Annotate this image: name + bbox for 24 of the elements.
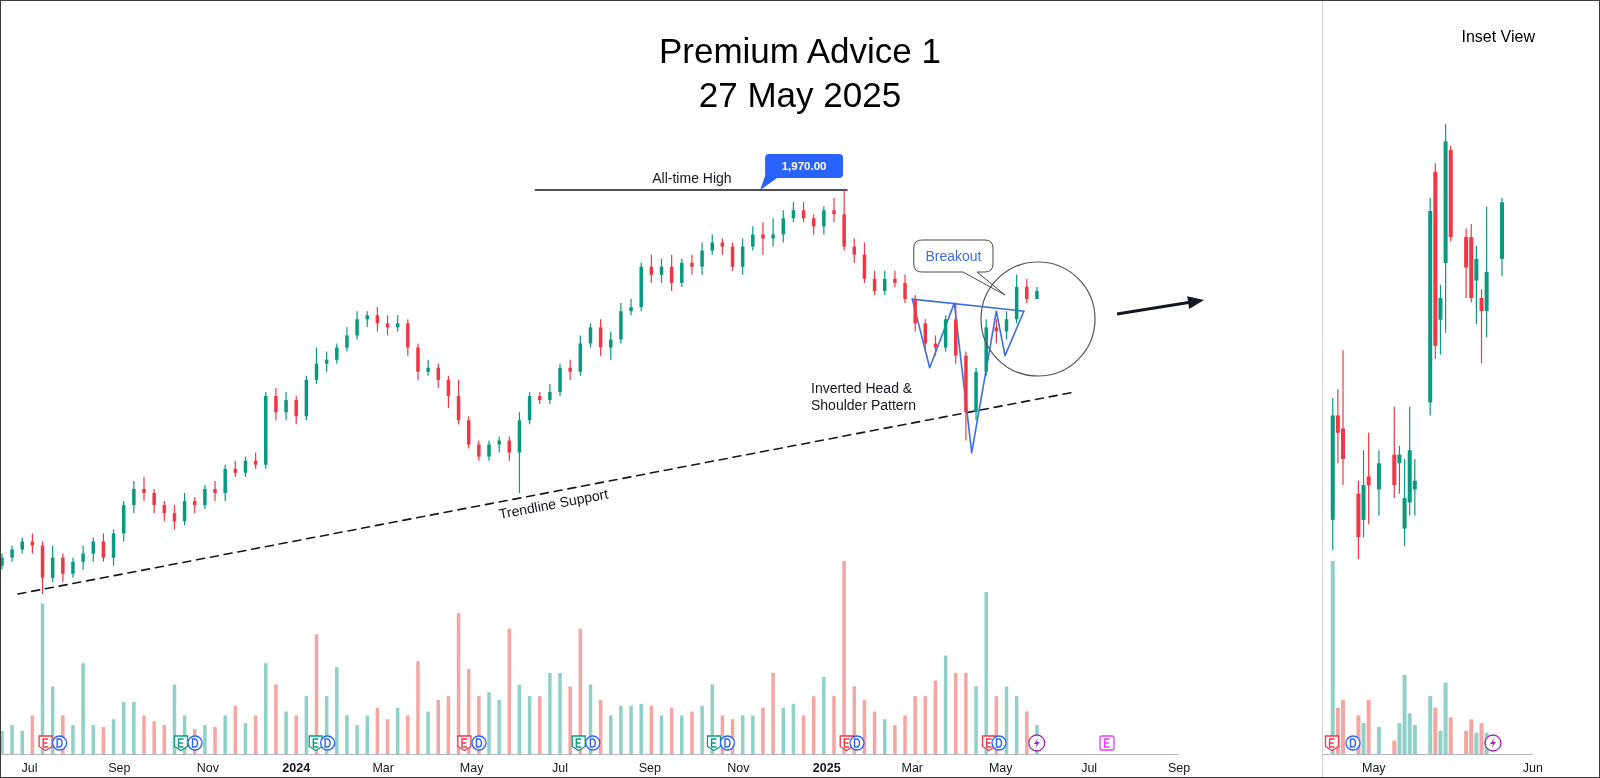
chart-subtitle: 27 May 2025 <box>698 75 902 114</box>
x-tick-label: 2025 <box>812 761 841 775</box>
x-tick-label: Sep <box>108 761 131 775</box>
annotation: Inverted Head & Shoulder Pattern <box>811 380 917 413</box>
annotation: Trendline Support <box>497 485 610 523</box>
x-tick-label: Nov <box>727 761 751 775</box>
x-tick-label: Nov <box>196 761 220 775</box>
x-tick-label: Sep <box>1167 761 1191 775</box>
annotation: 1,970.00 <box>781 160 827 172</box>
chart-title: Premium Advice 1 <box>658 31 942 70</box>
chart-title: Inset View <box>1461 28 1536 45</box>
x-tick-label: Jul <box>21 761 38 775</box>
x-tick-label: 2024 <box>282 761 311 775</box>
x-tick-label: May <box>459 761 485 775</box>
x-tick-label: Mar <box>901 761 924 775</box>
x-tick-label: Jun <box>1522 761 1543 775</box>
x-tick-label: Jul <box>1081 761 1098 775</box>
annotation: Breakout <box>925 248 982 264</box>
x-tick-label: May <box>988 761 1014 775</box>
annotation: All-time High <box>652 170 732 186</box>
x-tick-label: Sep <box>638 761 662 775</box>
x-tick-label: May <box>1361 761 1387 775</box>
x-tick-label: Mar <box>372 761 394 775</box>
x-tick-label: Jul <box>552 761 569 775</box>
